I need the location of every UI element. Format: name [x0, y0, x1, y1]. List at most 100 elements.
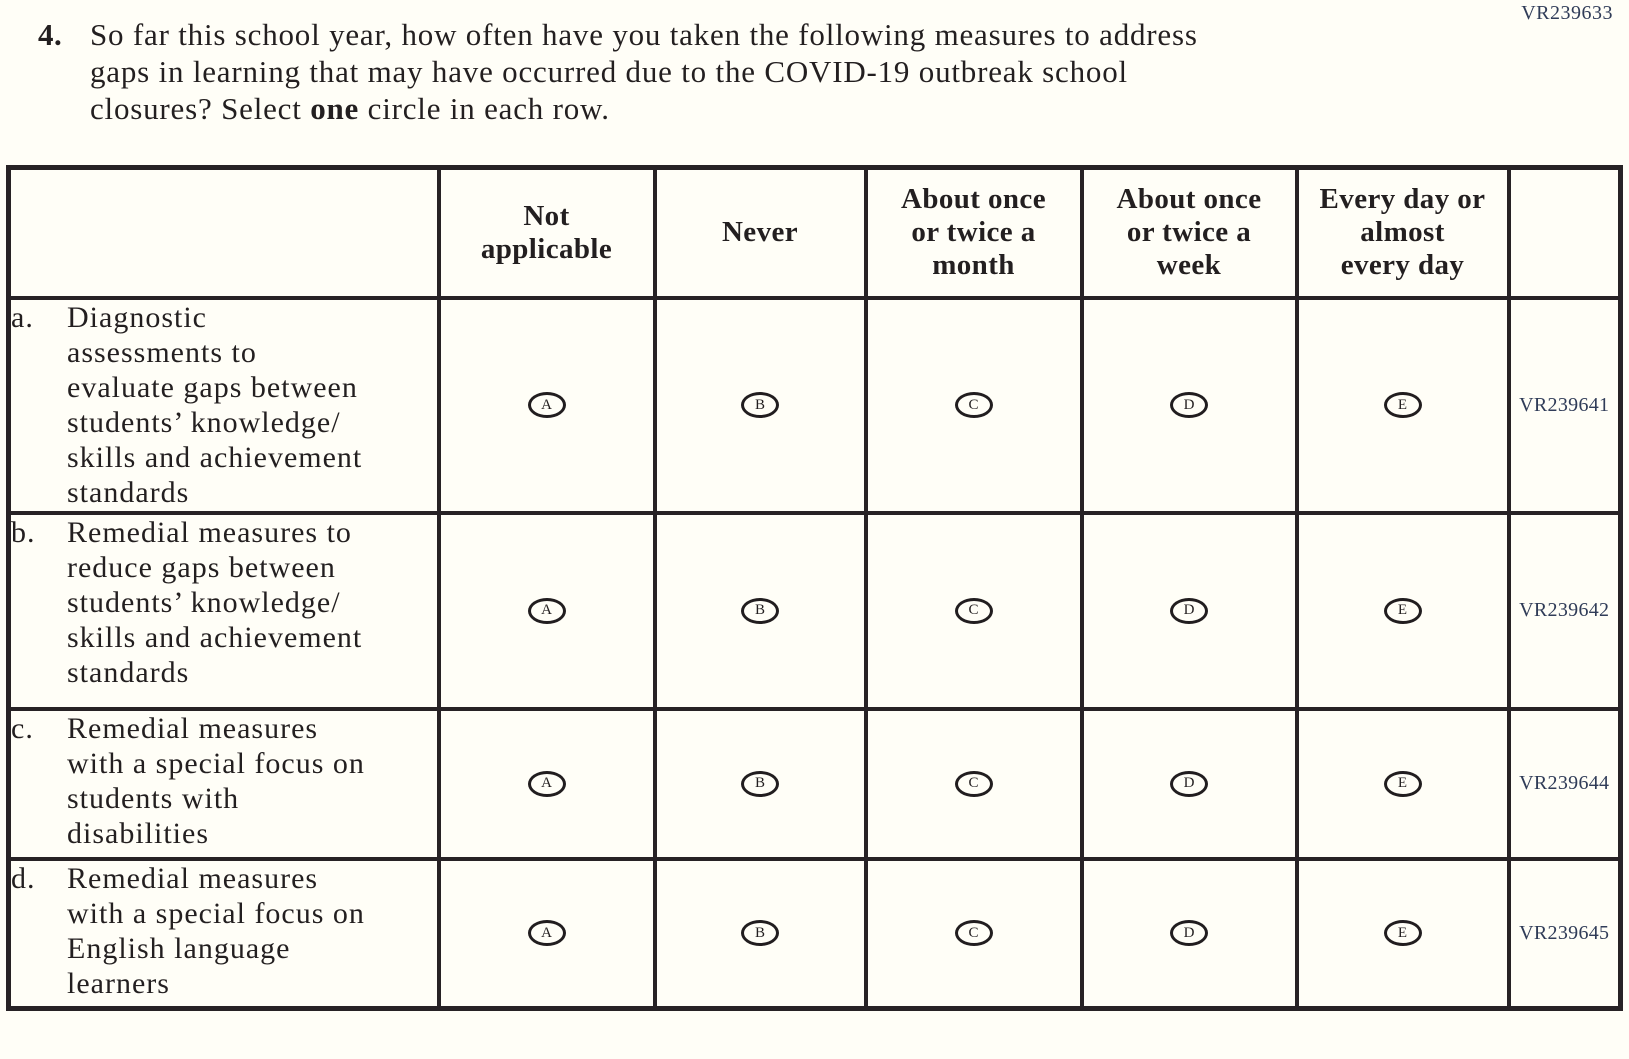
row-d-letter: d.	[11, 861, 36, 895]
bubble-a-B[interactable]: B	[741, 392, 779, 418]
row-a-text: Diagnostic assessments to evaluate gaps …	[67, 300, 362, 510]
question-text: So far this school year, how often have …	[90, 16, 1198, 127]
bubble-c-B[interactable]: B	[741, 770, 779, 797]
header-line: Never	[721, 216, 799, 249]
header-line: month	[932, 249, 1015, 282]
header-line: every day	[1340, 249, 1465, 282]
question-line-3-suffix: circle in each row.	[359, 91, 610, 126]
label-line: with a special focus on	[67, 896, 365, 930]
label-line: standards	[67, 475, 190, 509]
label-line: students with	[67, 781, 240, 815]
row-c-cell-once-twice-month: C	[863, 706, 1084, 861]
row-d-cell-once-twice-month: C	[863, 856, 1084, 1011]
row-b-cell-every-day: E	[1294, 510, 1511, 711]
question-line-3-prefix: closures? Select	[90, 91, 311, 126]
bubble-a-A[interactable]: A	[527, 392, 566, 418]
label-line: disabilities	[67, 816, 209, 850]
row-a-letter: a.	[11, 300, 34, 334]
row-a-cell-not-applicable: A	[436, 295, 657, 515]
row-b-letter: b.	[11, 515, 36, 549]
header-once-twice-month: About once or twice a month	[863, 165, 1084, 300]
table-row-d: d. Remedial measures with a special focu…	[6, 856, 1623, 1011]
label-line: learners	[67, 966, 170, 1000]
header-line: or twice a	[1126, 216, 1252, 249]
label-line: assessments to	[67, 335, 257, 369]
header-line: week	[1156, 249, 1222, 282]
label-line: skills and achievement	[67, 620, 363, 654]
label-line: students’ knowledge/	[67, 405, 341, 439]
row-b-cell-once-twice-week: D	[1079, 510, 1299, 711]
bubble-d-D[interactable]: D	[1170, 920, 1208, 947]
label-line: Remedial measures	[67, 861, 319, 895]
label-line: standards	[67, 655, 190, 689]
header-row: Not applicable Never About once or twice…	[6, 165, 1623, 300]
header-never: Never	[652, 165, 868, 300]
bubble-c-D[interactable]: D	[1170, 770, 1208, 797]
row-d-text: Remedial measures with a special focus o…	[67, 861, 365, 1001]
label-line: Diagnostic	[67, 300, 207, 334]
page-code: VR239633	[1521, 2, 1613, 24]
header-every-day: Every day or almost every day	[1294, 165, 1511, 300]
question-emphasis-one: one	[310, 91, 360, 126]
header-empty-code-column	[1506, 165, 1623, 300]
bubble-a-D[interactable]: D	[1170, 392, 1208, 418]
row-b-cell-not-applicable: A	[436, 510, 657, 711]
row-a-label: a. Diagnostic assessments to evaluate ga…	[6, 295, 441, 515]
row-a-code: VR239641	[1506, 295, 1623, 515]
bubble-d-C[interactable]: C	[954, 920, 993, 947]
row-d-cell-once-twice-week: D	[1079, 856, 1299, 1011]
bubble-d-E[interactable]: E	[1383, 920, 1422, 947]
label-line: Remedial measures to	[67, 515, 352, 549]
row-c-cell-once-twice-week: D	[1079, 706, 1299, 861]
header-line: About once	[1116, 183, 1262, 216]
row-b-label: b. Remedial measures to reduce gaps betw…	[6, 510, 441, 711]
bubble-d-A[interactable]: A	[527, 920, 566, 947]
response-matrix-table: Not applicable Never About once or twice…	[6, 165, 1623, 1011]
row-c-cell-never: B	[652, 706, 868, 861]
row-b-code: VR239642	[1506, 510, 1623, 711]
row-a-cell-once-twice-month: C	[863, 295, 1084, 515]
row-c-text: Remedial measures with a special focus o…	[67, 711, 365, 851]
bubble-b-D[interactable]: D	[1170, 597, 1208, 624]
bubble-b-C[interactable]: C	[954, 597, 993, 624]
row-c-label: c. Remedial measures with a special focu…	[6, 706, 441, 861]
question-line-1: So far this school year, how often have …	[90, 17, 1198, 52]
bubble-c-E[interactable]: E	[1383, 770, 1422, 797]
table-row-b: b. Remedial measures to reduce gaps betw…	[6, 510, 1623, 711]
label-line: students’ knowledge/	[67, 585, 341, 619]
row-c-code: VR239644	[1506, 706, 1623, 861]
header-not-applicable: Not applicable	[436, 165, 657, 300]
row-d-cell-never: B	[652, 856, 868, 1011]
bubble-b-B[interactable]: B	[741, 597, 779, 624]
row-c-letter: c.	[11, 711, 34, 745]
header-line: Every day or	[1319, 183, 1486, 216]
row-b-cell-once-twice-month: C	[863, 510, 1084, 711]
question-line-2: gaps in learning that may have occurred …	[90, 54, 1128, 89]
row-d-label: d. Remedial measures with a special focu…	[6, 856, 441, 1011]
bubble-a-E[interactable]: E	[1383, 392, 1422, 418]
header-line: About once	[901, 183, 1046, 216]
bubble-b-A[interactable]: A	[527, 597, 566, 624]
bubble-a-C[interactable]: C	[954, 392, 993, 418]
bubble-d-B[interactable]: B	[741, 920, 779, 947]
label-line: skills and achievement	[67, 440, 363, 474]
row-a-cell-every-day: E	[1294, 295, 1511, 515]
bubble-c-A[interactable]: A	[527, 770, 566, 797]
row-a-cell-once-twice-week: D	[1079, 295, 1299, 515]
header-empty-label-column	[6, 165, 441, 300]
header-line: applicable	[480, 232, 613, 265]
label-line: with a special focus on	[67, 746, 365, 780]
bubble-c-C[interactable]: C	[954, 770, 993, 797]
row-d-cell-every-day: E	[1294, 856, 1511, 1011]
label-line: evaluate gaps between	[67, 370, 358, 404]
row-a-cell-never: B	[652, 295, 868, 515]
header-line: or twice a	[911, 216, 1036, 249]
label-line: reduce gaps between	[67, 550, 336, 584]
row-b-text: Remedial measures to reduce gaps between…	[67, 515, 362, 690]
row-d-code: VR239645	[1506, 856, 1623, 1011]
question-number: 4.	[38, 17, 63, 52]
row-b-cell-never: B	[652, 510, 868, 711]
label-line: English language	[67, 931, 291, 965]
bubble-b-E[interactable]: E	[1383, 597, 1422, 624]
